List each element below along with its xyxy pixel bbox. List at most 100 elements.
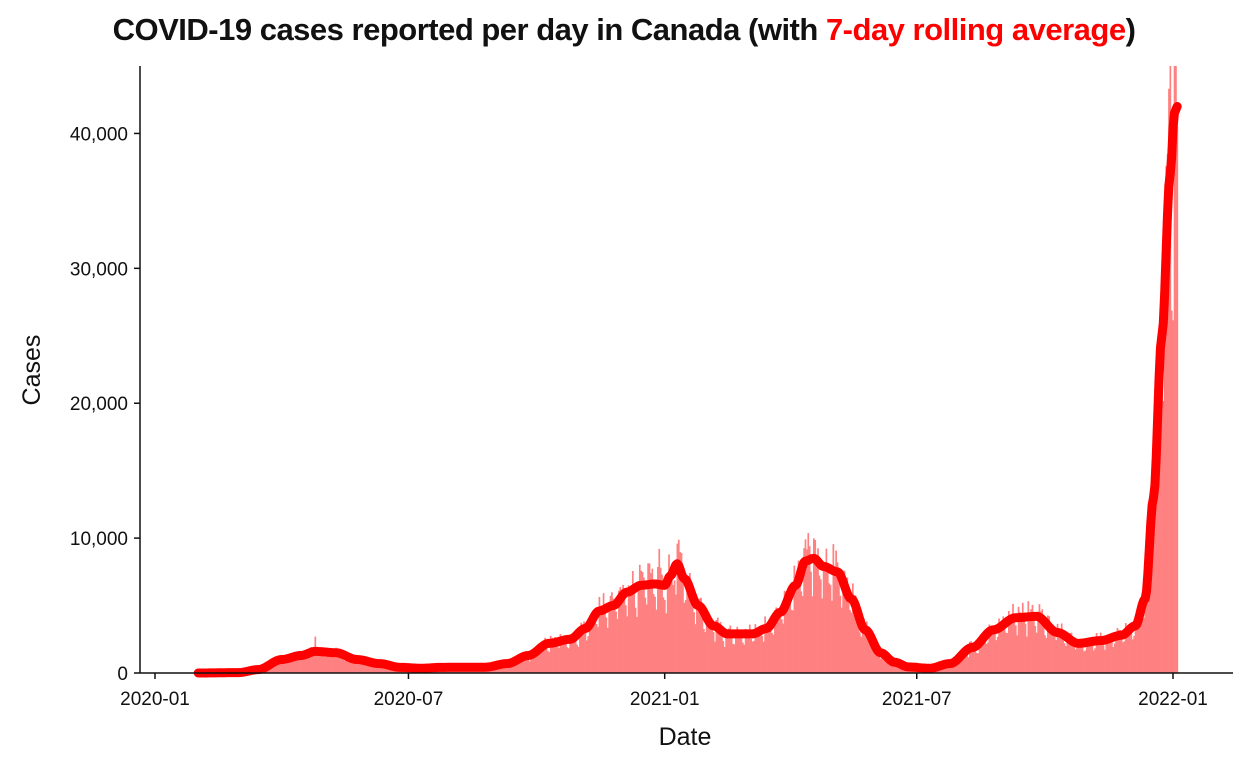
daily-cases-bar [995,640,998,673]
daily-cases-bar [831,600,833,673]
daily-cases-bar [547,650,549,673]
y-tick-label: 40,000 [70,124,128,145]
daily-cases-bar [531,653,534,673]
daily-cases-bar [666,575,669,673]
daily-cases-bar [640,570,643,673]
daily-cases-bar [1062,634,1064,673]
daily-cases-bar [1166,154,1169,673]
daily-cases-bar [811,596,814,673]
daily-cases-bar [634,607,637,673]
daily-cases-bar [1027,601,1030,673]
daily-cases-bar [1051,625,1053,673]
daily-cases-bar [527,658,530,673]
daily-cases-bar [874,640,876,673]
daily-cases-bar [778,612,780,673]
daily-cases-bar [819,579,822,673]
daily-cases-bar [630,590,633,673]
daily-cases-bar [326,648,329,673]
daily-cases-bar [1117,629,1120,673]
daily-cases-bar [317,652,319,673]
daily-cases-bar [526,654,528,673]
daily-cases-bar [780,619,783,673]
daily-cases-bar [736,626,739,673]
daily-cases-bar [354,657,357,673]
daily-cases-bar [994,633,996,673]
daily-cases-bar [336,650,339,673]
daily-cases-bar [1083,651,1085,673]
daily-cases-bar [771,632,773,673]
daily-cases-bar [803,548,805,673]
daily-cases-bar [594,621,597,673]
daily-cases-bar [683,602,686,673]
daily-cases-bar [1038,604,1041,673]
daily-cases-bar [1131,639,1134,673]
daily-cases-bar [519,661,521,673]
daily-cases-bar [884,653,886,673]
daily-cases-bar [758,629,761,673]
daily-cases-bar [524,655,527,673]
daily-cases-bar [320,648,322,673]
daily-cases-bar [824,565,826,673]
daily-cases-bar [787,594,790,673]
daily-cases-bar [1007,610,1010,673]
daily-cases-bar [1020,612,1023,673]
daily-cases-bar [982,631,985,673]
daily-cases-bar [1126,628,1129,673]
chart-title-highlight: 7-day rolling average [825,12,1126,47]
daily-cases-bar [627,585,630,673]
daily-cases-bar [528,661,531,673]
daily-cases-bar [1161,378,1163,673]
daily-cases-bar [1041,609,1044,673]
daily-cases-bar [725,631,727,673]
daily-cases-bar [599,605,602,673]
y-axis-title: Cases [18,335,46,406]
daily-cases-bar [1168,88,1170,674]
daily-cases-bar [669,569,672,673]
daily-cases-bar [810,571,812,673]
daily-cases-bar [1002,616,1005,673]
daily-cases-bar [854,595,857,673]
daily-cases-bar [333,657,336,673]
daily-cases-bar [1060,623,1063,673]
daily-cases-bar [960,654,963,673]
daily-cases-bar [813,538,815,673]
daily-cases-bar [700,597,702,673]
daily-cases-bar [1156,400,1159,673]
daily-cases-bar [750,638,753,673]
daily-cases-bar [566,647,569,673]
daily-cases-bar [877,653,879,673]
daily-cases-bar [698,598,701,673]
daily-cases-bar [381,665,383,673]
daily-cases-bar [296,651,299,673]
daily-cases-bar [350,659,353,673]
daily-cases-bar [693,612,695,673]
daily-cases-bar [1095,632,1098,673]
daily-cases-bar [586,640,588,673]
daily-cases-bar [1033,612,1035,673]
daily-cases-bar [625,605,627,673]
daily-cases-bar [1175,66,1177,673]
daily-cases-bar [998,618,1000,673]
y-tick-label: 30,000 [70,259,128,280]
daily-cases-bar [606,627,609,673]
daily-cases-bar [847,594,850,673]
daily-cases-bar [737,635,740,673]
daily-cases-bar [1099,632,1102,673]
daily-cases-bar [328,647,331,673]
daily-cases-bar [311,653,314,673]
daily-cases-bar [310,647,312,673]
daily-cases-bar [963,648,966,673]
daily-cases-bar [815,556,818,673]
daily-cases-bar [797,560,800,673]
daily-cases-bar [849,610,851,673]
daily-cases-bar [647,563,649,673]
daily-cases-bar [622,584,624,673]
daily-cases-bar [308,651,311,673]
daily-cases-bar [1077,641,1080,673]
daily-cases-bar [747,635,750,673]
daily-cases-bar [580,622,583,673]
daily-cases-bar [833,568,836,673]
daily-cases-bar [1048,616,1051,673]
daily-cases-bar [896,663,899,673]
daily-cases-bar [868,642,871,673]
